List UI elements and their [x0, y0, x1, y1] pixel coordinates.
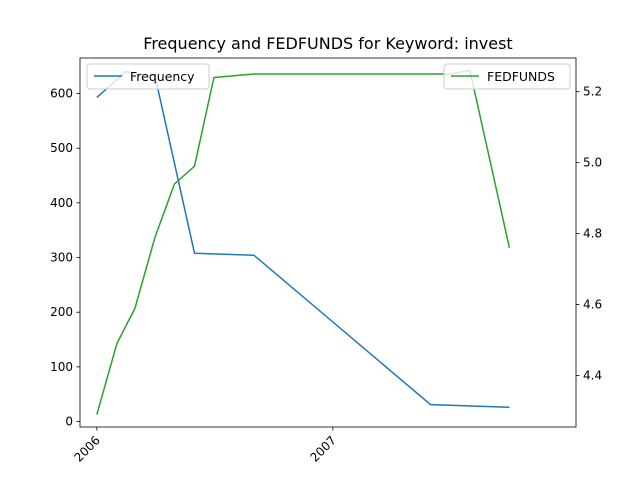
y-left-tick-label: 0 — [65, 415, 73, 429]
y-left-tick-label: 300 — [50, 251, 73, 265]
y-left-tick-label: 500 — [50, 141, 73, 155]
y-right-tick-label: 4.6 — [583, 298, 602, 312]
y-left-tick-label: 200 — [50, 305, 73, 319]
y-left-tick-label: 400 — [50, 196, 73, 210]
y-right-tick-label: 4.8 — [583, 227, 602, 241]
y-left-tick-label: 100 — [50, 360, 73, 374]
y-left-tick-label: 600 — [50, 87, 73, 101]
y-right-tick-label: 5.0 — [583, 156, 602, 170]
legend-fedfunds-label: FEDFUNDS — [487, 69, 555, 84]
legend-frequency-box — [86, 63, 210, 90]
legend-frequency-label: Frequency — [130, 69, 195, 84]
y-right-tick-label: 4.4 — [583, 369, 602, 383]
y-right-tick-label: 5.2 — [583, 85, 602, 99]
axes-frame — [79, 57, 577, 428]
legend-fedfunds-box — [443, 63, 571, 90]
chart-title: Frequency and FEDFUNDS for Keyword: inve… — [143, 34, 512, 53]
